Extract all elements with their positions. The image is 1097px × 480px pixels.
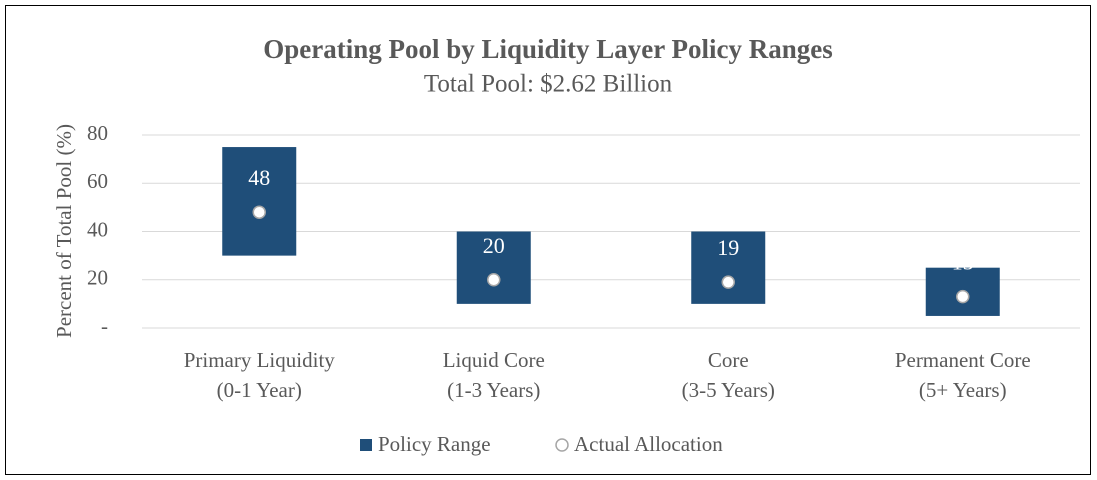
actual-marker	[252, 205, 266, 219]
legend-label: Actual Allocation	[574, 432, 723, 456]
range-bar	[456, 231, 531, 304]
data-label: 19	[717, 235, 739, 260]
x-tick-label: Primary Liquidity	[184, 348, 336, 372]
chart-frame	[5, 5, 1091, 475]
legend-swatch	[555, 438, 569, 452]
x-tick-label: (3-5 Years)	[682, 378, 775, 402]
x-tick-label: Permanent Core	[895, 348, 1031, 372]
chart-subtitle: Total Pool: $2.62 Billion	[424, 71, 673, 98]
y-tick-label: -	[101, 314, 108, 338]
x-tick-label: (0-1 Year)	[217, 378, 302, 402]
y-tick-label: 80	[87, 121, 108, 145]
actual-marker	[956, 289, 970, 304]
y-tick-label: 20	[87, 266, 108, 290]
y-tick-label: 60	[87, 169, 108, 193]
x-tick-label: Core	[708, 348, 749, 372]
legend-swatch	[360, 439, 372, 451]
x-tick-label: Liquid Core	[443, 348, 545, 372]
range-bar	[691, 231, 766, 304]
actual-marker	[487, 273, 501, 287]
range-bar	[222, 147, 297, 256]
y-axis-title: Percent of Total Pool (%)	[52, 124, 76, 338]
legend-label: Policy Range	[378, 432, 491, 456]
data-label: 13	[952, 250, 974, 275]
x-tick-label: (1-3 Years)	[447, 378, 540, 402]
data-label: 48	[248, 165, 270, 190]
actual-marker	[721, 275, 735, 289]
chart-title: Operating Pool by Liquidity Layer Policy…	[263, 34, 833, 64]
y-tick-label: 40	[87, 217, 108, 241]
data-label: 20	[483, 233, 505, 258]
x-tick-label: (5+ Years)	[919, 378, 1007, 402]
